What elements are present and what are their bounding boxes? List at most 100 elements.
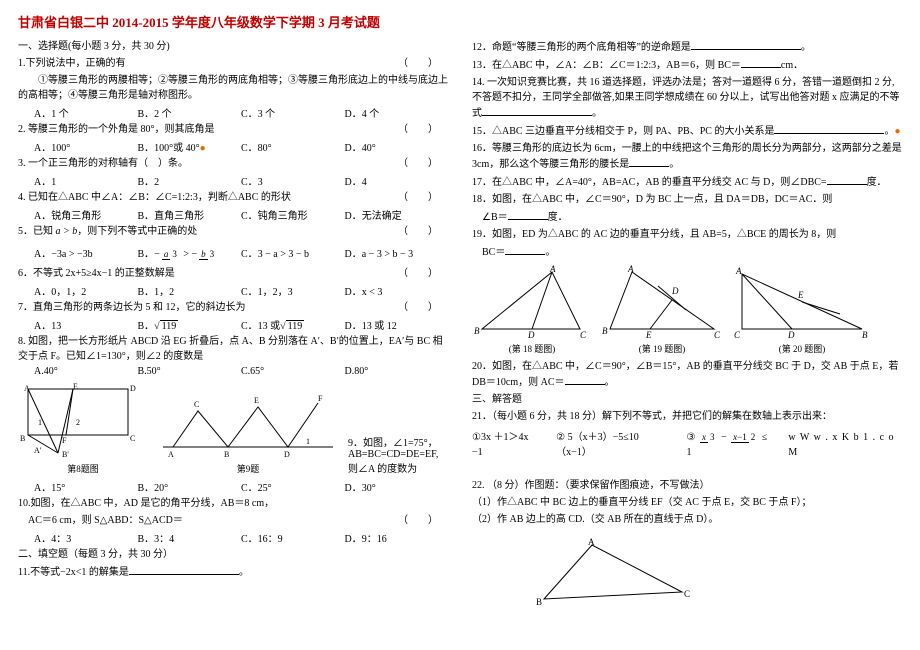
- svg-text:F: F: [318, 394, 323, 403]
- q6a: A．0，1，2: [34, 283, 138, 298]
- q8c: C.65°: [241, 366, 345, 377]
- svg-text:B: B: [536, 597, 542, 607]
- q10-2: AC＝6 cm，则 S△ABD：S△ACD＝（ ）: [18, 513, 448, 528]
- q9a: A．15°: [34, 479, 138, 494]
- q5-post: ，则下列不等式中正确的处: [77, 226, 197, 237]
- q5a: A．−3a > −3b: [34, 245, 138, 260]
- right-column: 12．命题“等腰三角形的两个底角相等”的逆命题是。 13．在△ABC 中，∠A：…: [472, 37, 902, 615]
- svg-text:A: A: [549, 264, 556, 274]
- q19: 19．如图，ED 为△ABC 的 AC 边的垂直平分线，且 AB=5，△BCE …: [472, 227, 902, 242]
- q6c: C．1，2，3: [241, 283, 345, 298]
- q18: 18．如图，在△ABC 中，∠C＝90°，D 为 BC 上一点，且 DA＝DB，…: [472, 192, 902, 207]
- q22: 22. （8 分）作图题：（要求保留作图痕迹，不写做法）: [472, 478, 902, 493]
- svg-text:D: D: [671, 286, 679, 296]
- tail-text: w W w . x K b 1 . c o M: [788, 430, 902, 460]
- svg-text:C: C: [130, 434, 135, 443]
- q2d: D．40°: [345, 139, 449, 154]
- q4-text: 4. 已知在△ABC 中∠A：∠B：∠C=1:2:3，判断△ABC 的形状: [18, 192, 291, 203]
- q15: 15．△ABC 三边垂直平分线相交于 P，则 PA、PB、PC 的大小关系是。●: [472, 123, 902, 139]
- q19b: BC＝。: [472, 244, 902, 260]
- q5-pre: 5．已知: [18, 226, 53, 237]
- q3-paren: （ ）: [398, 156, 438, 171]
- svg-text:E: E: [73, 382, 78, 391]
- svg-text:D: D: [787, 330, 795, 339]
- fig18: A B D C (第 18 题图): [472, 264, 592, 355]
- q5-opts: A．−3a > −3b B．−a3 > −b3 C．3 − a > 3 − b …: [34, 245, 448, 260]
- svg-text:D: D: [130, 384, 136, 393]
- q9c: C．25°: [241, 479, 345, 494]
- q4-opts: A．锐角三角形 B．直角三角形 C．钝角三角形 D．无法确定: [34, 207, 448, 222]
- figure-row-left: AD BC E 1 2 F A' B' 第8题图: [18, 381, 448, 475]
- q8a: A.40°: [34, 366, 138, 377]
- q18b: ∠B＝度．: [472, 209, 902, 225]
- q7: 7．直角三角形的两条边长为 5 和 12，它的斜边长为（ ）: [18, 300, 448, 315]
- q21-parts: ①3x ＋1＞4x −1 ② 5（x＋3）−5≤10（x−1） ③ x3 − x…: [472, 430, 902, 460]
- q9-opts: A．15° B．20° C．25° D．30°: [34, 479, 448, 494]
- q4c: C．钝角三角形: [241, 207, 345, 222]
- q7-opts: A．13 B．√119 C．13 或√119 D．13 或 12: [34, 317, 448, 332]
- svg-text:E: E: [797, 290, 804, 300]
- q21: 21．（每小题 6 分，共 18 分）解下列不等式，并把它们的解集在数轴上表示出…: [472, 409, 902, 424]
- q17: 17．在△ABC 中，∠A=40°，AB=AC，AB 的垂直平分线交 AC 与 …: [472, 174, 902, 190]
- q4d: D．无法确定: [345, 207, 449, 222]
- q9d: D．30°: [345, 479, 449, 494]
- q10: 10.如图，在△ABC 中，AD 是它的角平分线，AB＝8 cm，: [18, 496, 448, 511]
- q8-opts: A.40° B.50° C.65° D.80°: [34, 366, 448, 377]
- svg-text:B: B: [474, 326, 480, 336]
- q3: 3. 一个正三角形的对称轴有（ ）条。（ ）: [18, 156, 448, 171]
- q6d: D．x < 3: [345, 283, 449, 298]
- q1-desc: ①等腰三角形的两腰相等；②等腰三角形的两底角相等；③等腰三角形底边上的中线与底边…: [18, 73, 448, 103]
- svg-text:B': B': [62, 450, 69, 459]
- svg-text:C: C: [734, 330, 741, 339]
- q11: 11.不等式−2x<1 的解集是。: [18, 564, 448, 580]
- q1d: D．4 个: [345, 105, 449, 120]
- q1-opts: A．1 个 B．2 个 C．3 个 D．4 个: [34, 105, 448, 120]
- svg-text:C: C: [194, 400, 199, 409]
- svg-text:D: D: [527, 330, 535, 339]
- q7c: C．13 或√119: [241, 317, 345, 332]
- q2-opts: A．100° B．100°或 40°● C．80° D．40°: [34, 139, 448, 154]
- svg-text:F: F: [62, 436, 67, 445]
- left-column: 一、选择题(每小题 3 分，共 30 分) 1.下列说法中，正确的有（ ） ①等…: [18, 37, 448, 615]
- q6-text: 6．不等式 2x+5≥4x−1 的正整数解是: [18, 268, 175, 279]
- q4: 4. 已知在△ABC 中∠A：∠B：∠C=1:2:3，判断△ABC 的形状（ ）: [18, 190, 448, 205]
- q16: 16．等腰三角形的底边长为 6cm，一腰上的中线把这个三角形的周长分为两部分，这…: [472, 141, 902, 172]
- q8b: B.50°: [138, 366, 242, 377]
- q14: 14. 一次知识竞赛比赛，共 16 道选择题，评选办法是；答对一道题得 6 分，…: [472, 75, 902, 121]
- svg-text:D: D: [284, 450, 290, 459]
- q4b: B．直角三角形: [138, 207, 242, 222]
- fig22: A B C: [532, 537, 902, 615]
- svg-text:1: 1: [38, 418, 42, 427]
- q10-opts: A．4：3 B．3：4 C．16：9 D．9：16: [34, 530, 448, 545]
- q22-2: （2）作 AB 边上的高 CD.（交 AB 所在的直线于点 D）。: [472, 512, 902, 527]
- triangle-figures: A B D C (第 18 题图) A D E B C (第: [472, 264, 902, 355]
- q3c: C．3: [241, 173, 345, 188]
- svg-text:E: E: [254, 396, 259, 405]
- q10c: C．16：9: [241, 530, 345, 545]
- cap18: (第 18 题图): [472, 342, 592, 355]
- q7b: B．√119: [138, 317, 242, 332]
- q8d: D.80°: [345, 366, 449, 377]
- q7a: A．13: [34, 317, 138, 332]
- exam-title: 甘肃省白银二中 2014-2015 学年度八年级数学下学期 3 月考试题: [18, 12, 902, 31]
- q5: 5．已知 a > b，则下列不等式中正确的处（ ）: [18, 224, 448, 239]
- q2: 2. 等腰三角形的一个外角是 80°，则其底角是（ ）: [18, 122, 448, 137]
- section1-head: 一、选择题(每小题 3 分，共 30 分): [18, 39, 448, 54]
- q13: 13．在△ABC 中，∠A：∠B：∠C＝1:2:3，AB＝6，则 BC＝cm．: [472, 57, 902, 73]
- q5b: B．−a3 > −b3: [138, 245, 242, 260]
- q3b: B．2: [138, 173, 242, 188]
- q12: 12．命题“等腰三角形的两个底角相等”的逆命题是。: [472, 39, 902, 55]
- svg-text:E: E: [645, 330, 652, 339]
- q22-1: （1）作△ABC 中 BC 边上的垂直平分线 EF（交 AC 于点 E，交 BC…: [472, 495, 902, 510]
- svg-text:B: B: [602, 326, 608, 336]
- q10a: A．4：3: [34, 530, 138, 545]
- fig9-cap: 第9题: [158, 462, 338, 475]
- q1-paren: （ ）: [398, 56, 438, 71]
- fig20: A C D E B (第 20 题图): [732, 264, 872, 355]
- q8: 8. 如图，把一长方形纸片 ABCD 沿 EG 折叠后，点 A、B 分别落在 A…: [18, 334, 448, 364]
- q10b: B．3：4: [138, 530, 242, 545]
- q2a: A．100°: [34, 139, 138, 154]
- svg-text:C: C: [580, 330, 587, 339]
- q5-paren: （ ）: [398, 224, 438, 239]
- fig19: A D E B C (第 19 题图): [602, 264, 722, 355]
